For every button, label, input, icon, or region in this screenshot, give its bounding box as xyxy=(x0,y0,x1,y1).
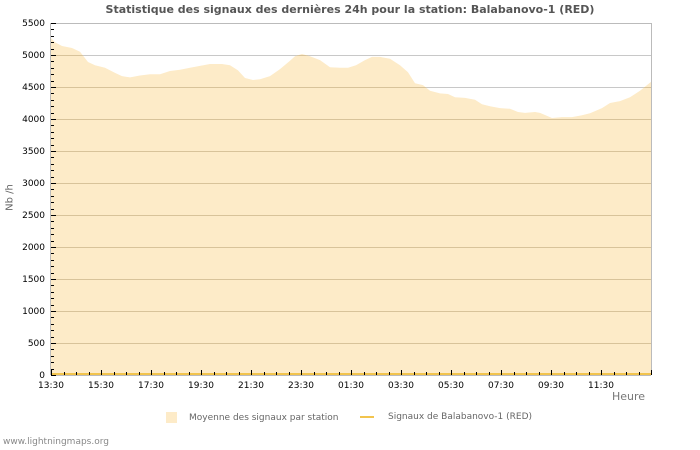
credit-link[interactable]: www.lightningmaps.org xyxy=(3,437,109,447)
svg-text:4000: 4000 xyxy=(22,115,45,125)
svg-text:500: 500 xyxy=(28,339,45,349)
legend-item-station: Signaux de Balabanovo-1 (RED) xyxy=(360,412,532,422)
svg-text:21:30: 21:30 xyxy=(238,381,264,391)
chart-title: Statistique des signaux des dernières 24… xyxy=(105,3,595,16)
svg-text:01:30: 01:30 xyxy=(338,381,364,391)
svg-text:1500: 1500 xyxy=(22,275,45,285)
svg-text:4500: 4500 xyxy=(22,83,45,93)
svg-text:15:30: 15:30 xyxy=(88,381,114,391)
average-signals-area xyxy=(51,38,651,375)
svg-text:1000: 1000 xyxy=(22,307,45,317)
svg-text:03:30: 03:30 xyxy=(388,381,414,391)
svg-text:2000: 2000 xyxy=(22,243,45,253)
x-axis-ticks: 13:30 15:30 17:30 19:30 21:30 23:30 01:30 03:30… xyxy=(38,370,652,391)
svg-text:19:30: 19:30 xyxy=(188,381,214,391)
svg-text:23:30: 23:30 xyxy=(288,381,314,391)
legend-label-average: Moyenne des signaux par station xyxy=(189,412,339,423)
svg-text:3000: 3000 xyxy=(22,179,45,189)
svg-text:5000: 5000 xyxy=(22,51,45,61)
legend: Moyenne des signaux par station Signaux … xyxy=(0,412,700,426)
svg-text:3500: 3500 xyxy=(22,147,45,157)
svg-text:13:30: 13:30 xyxy=(38,381,64,391)
legend-item-average: Moyenne des signaux par station xyxy=(166,412,339,423)
svg-text:2500: 2500 xyxy=(22,211,45,221)
legend-label-station: Signaux de Balabanovo-1 (RED) xyxy=(388,412,533,422)
svg-text:5500: 5500 xyxy=(22,19,45,29)
svg-text:17:30: 17:30 xyxy=(138,381,164,391)
area-swatch-icon xyxy=(166,412,177,423)
y-axis-ticks: 0 500 1000 1500 2000 2500 3000 3500 4000 4500 5000… xyxy=(22,19,56,381)
svg-text:0: 0 xyxy=(39,371,45,381)
svg-text:11:30: 11:30 xyxy=(588,381,614,391)
svg-text:07:30: 07:30 xyxy=(488,381,514,391)
line-swatch-icon xyxy=(360,416,374,418)
axes xyxy=(50,23,652,376)
y-axis-label: Nb /h xyxy=(4,184,16,211)
x-axis-label: Heure xyxy=(612,390,646,403)
svg-text:05:30: 05:30 xyxy=(438,381,464,391)
svg-text:09:30: 09:30 xyxy=(538,381,564,391)
